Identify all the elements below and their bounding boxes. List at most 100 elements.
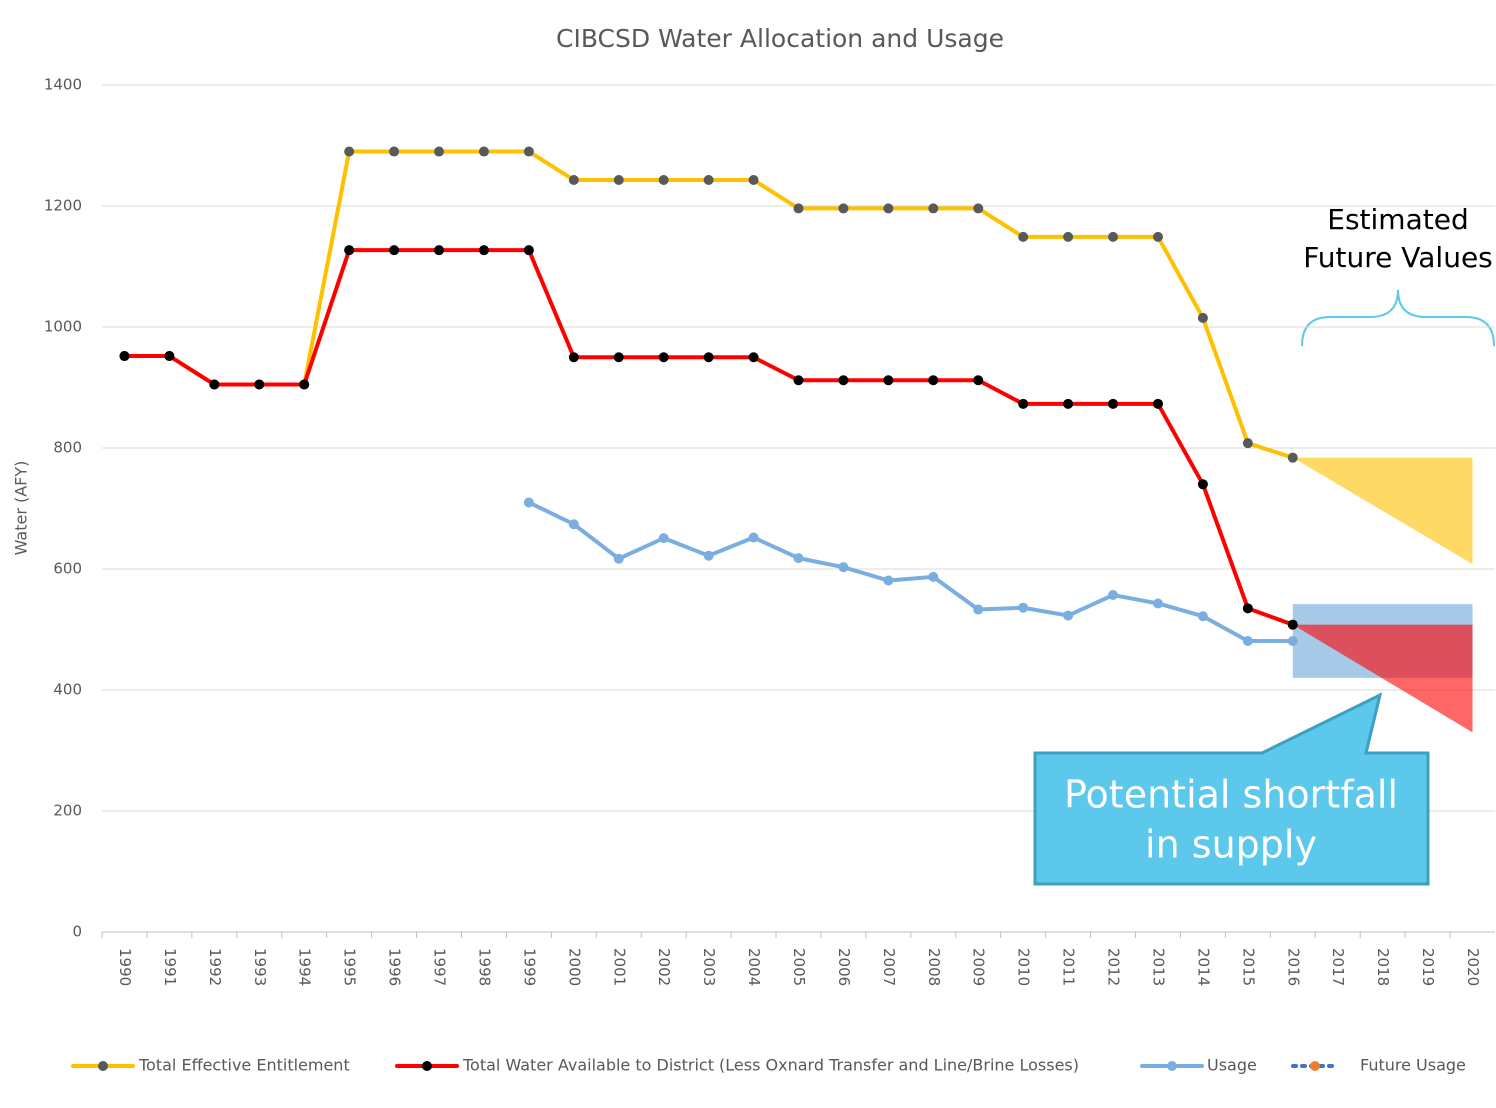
- data-point: [793, 203, 804, 214]
- x-tick-label: 2012: [1105, 948, 1123, 986]
- legend-marker: [1167, 1061, 1177, 1071]
- x-tick-label: 2017: [1329, 948, 1347, 986]
- data-point: [928, 203, 939, 214]
- x-tick-label: 1993: [251, 948, 269, 986]
- data-point: [254, 379, 265, 390]
- data-point: [568, 174, 579, 185]
- data-point: [973, 203, 984, 214]
- data-point: [568, 352, 579, 363]
- data-point: [1152, 598, 1163, 609]
- projection: [1292, 624, 1473, 733]
- data-point: [1018, 231, 1029, 242]
- x-tick-label: 2011: [1060, 948, 1078, 986]
- data-point: [523, 497, 534, 508]
- data-point: [164, 351, 175, 362]
- x-tick-label: 2001: [610, 948, 628, 986]
- data-point: [1063, 610, 1074, 621]
- series-line: [124, 149, 1294, 460]
- data-point: [703, 174, 714, 185]
- data-point: [883, 375, 894, 386]
- data-point: [838, 375, 849, 386]
- data-point: [793, 375, 804, 386]
- x-tick-label: 2015: [1239, 948, 1257, 986]
- data-point: [658, 533, 669, 544]
- data-point: [703, 352, 714, 363]
- data-point: [434, 245, 445, 256]
- data-point: [299, 379, 310, 390]
- series-line: [124, 248, 1294, 627]
- brace: [1301, 289, 1495, 347]
- data-point: [883, 203, 894, 214]
- data-point: [1063, 398, 1074, 409]
- data-point: [1108, 231, 1119, 242]
- annotation: Potential shortfall: [1064, 773, 1398, 817]
- data-point: [883, 575, 894, 586]
- data-point: [1018, 602, 1029, 613]
- data-point: [928, 571, 939, 582]
- x-tick-label: 1992: [206, 948, 224, 986]
- x-tick-label: 2008: [925, 948, 943, 986]
- y-tick-label: 1400: [44, 76, 82, 94]
- data-point: [703, 550, 714, 561]
- x-tick-label: 1991: [161, 948, 179, 986]
- x-tick-label: 2019: [1419, 948, 1437, 986]
- x-tick-label: 1995: [341, 948, 359, 986]
- x-tick-label: 2016: [1284, 948, 1302, 986]
- annotation: Estimated: [1327, 203, 1468, 236]
- x-tick-label: 2014: [1194, 948, 1212, 986]
- data-point: [1108, 590, 1119, 601]
- annotation: in supply: [1145, 823, 1317, 867]
- data-point: [1287, 619, 1298, 630]
- y-tick-label: 800: [53, 439, 82, 457]
- data-point: [344, 146, 355, 157]
- data-point: [1197, 611, 1208, 622]
- plot: 0 200 400 600 800 1000 1200 1400 1990 1991 1992 199…: [44, 76, 1495, 986]
- x-tick-label: 2009: [970, 948, 988, 986]
- y-tick-label: 200: [53, 802, 82, 820]
- data-point: [1197, 312, 1208, 323]
- x-tick-label: 1999: [520, 948, 538, 986]
- x-tick-label: 1990: [116, 948, 134, 986]
- data-point: [568, 519, 579, 530]
- data-point: [209, 379, 220, 390]
- y-tick-label: 400: [53, 681, 82, 699]
- data-point: [1108, 398, 1119, 409]
- data-point: [1287, 635, 1298, 646]
- chart-title: CIBCSD Water Allocation and Usage: [556, 24, 1004, 53]
- legend-marker: [422, 1061, 432, 1071]
- x-tick-label: 2004: [745, 948, 763, 986]
- data-point: [1242, 635, 1253, 646]
- data-point: [523, 245, 534, 256]
- data-point: [973, 604, 984, 615]
- data-point: [523, 146, 534, 157]
- legend-label: Total Effective Entitlement: [138, 1056, 350, 1075]
- data-point: [973, 375, 984, 386]
- x-tick-label: 2002: [655, 948, 673, 986]
- y-tick-label: 1200: [44, 197, 82, 215]
- data-point: [344, 245, 355, 256]
- x-tick-label: 2000: [565, 948, 583, 986]
- x-tick-label: 2003: [700, 948, 718, 986]
- y-tick-label: 1000: [44, 318, 82, 336]
- data-point: [1018, 398, 1029, 409]
- data-point: [1063, 231, 1074, 242]
- data-point: [613, 352, 624, 363]
- data-point: [748, 174, 759, 185]
- callout: [1033, 692, 1430, 886]
- data-point: [1197, 479, 1208, 490]
- data-point: [748, 532, 759, 543]
- data-point: [119, 351, 130, 362]
- data-point: [1242, 603, 1253, 614]
- x-tick-label: 2018: [1374, 948, 1392, 986]
- projection: [1292, 457, 1473, 565]
- data-point: [1152, 231, 1163, 242]
- x-tick-label: 1997: [431, 948, 449, 986]
- data-point: [748, 352, 759, 363]
- legend-label: Total Water Available to District (Less …: [462, 1056, 1079, 1075]
- legend-label: Future Usage: [1360, 1056, 1466, 1075]
- legend-marker: [1310, 1061, 1320, 1071]
- legend-label: Usage: [1207, 1056, 1257, 1075]
- annotation: Future Values: [1303, 241, 1493, 274]
- data-point: [478, 245, 489, 256]
